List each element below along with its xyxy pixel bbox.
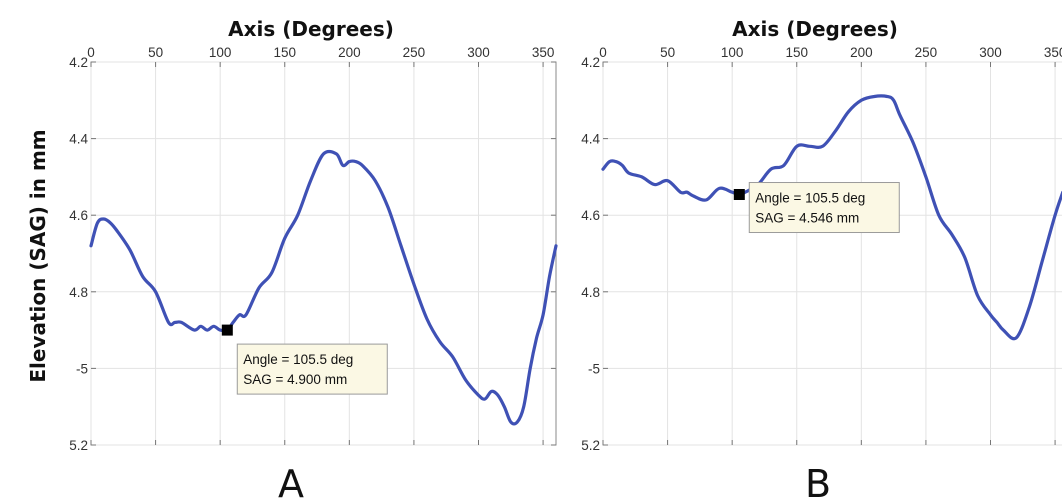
panel-b-datatip-sag: SAG = 4.546 mm <box>755 211 859 226</box>
panel-a-ticks: 0 50 100 150 200 250 300 350 4.2 4.4 4.6 4.8 -5 5.2 <box>69 45 556 453</box>
x-tick-label: 250 <box>403 45 426 60</box>
x-tick-label: 300 <box>467 45 490 60</box>
y-tick-label: 4.4 <box>69 132 88 147</box>
panel-b-series-line <box>601 94 1062 341</box>
x-tick-label: 250 <box>915 45 938 60</box>
y-tick-label: 4.2 <box>581 55 600 70</box>
panel-b-title: Axis (Degrees) <box>732 17 898 41</box>
x-tick-label: 150 <box>273 45 296 60</box>
x-tick-label: 150 <box>785 45 808 60</box>
y-tick-label: 4.8 <box>581 285 600 300</box>
panel-a-datatip-sag: SAG = 4.900 mm <box>243 372 347 387</box>
panel-b-datatip-marker[interactable] <box>733 189 745 200</box>
panel-a-datatip[interactable]: Angle = 105.5 deg SAG = 4.900 mm <box>236 343 388 395</box>
y-tick-label: -5 <box>588 361 600 376</box>
panel-a-title: Axis (Degrees) <box>228 17 394 41</box>
x-tick-label: 100 <box>721 45 744 60</box>
panel-a-letter: A <box>278 462 304 503</box>
panel-a-datatip-marker[interactable] <box>221 324 233 336</box>
y-tick-label: 4.6 <box>69 208 88 223</box>
y-tick-label: 4.8 <box>69 285 88 300</box>
panel-a-datatip-angle: Angle = 105.5 deg <box>243 352 353 367</box>
panel-b-plot-area <box>602 61 1062 446</box>
x-tick-label: 350 <box>532 45 555 60</box>
panel-b-ticks: 0 50 100 150 200 250 300 350 4.2 4.4 4.6 4.8 -5 5.2 <box>581 45 1062 453</box>
y-tick-label: 4.2 <box>69 55 88 70</box>
panel-b-datatip[interactable]: Angle = 105.5 deg SAG = 4.546 mm <box>748 182 900 234</box>
panel-a: Axis (Degrees) 0 50 100 150 200 250 300 350 4.2 4… <box>69 17 558 503</box>
x-tick-label: 50 <box>660 45 675 60</box>
y-tick-label: -5 <box>76 361 88 376</box>
panel-b-datatip-angle: Angle = 105.5 deg <box>755 191 865 206</box>
y-tick-label: 4.4 <box>581 132 600 147</box>
x-tick-label: 300 <box>979 45 1002 60</box>
panel-a-series-line <box>89 149 558 426</box>
panel-a-grid <box>90 61 556 446</box>
x-tick-label: 200 <box>338 45 361 60</box>
x-tick-label: 0 <box>87 45 95 60</box>
y-tick-label: 4.6 <box>581 208 600 223</box>
x-tick-label: 200 <box>850 45 873 60</box>
y-tick-label: 5.2 <box>581 438 600 453</box>
y-axis-label: Elevation (SAG) in mm <box>26 129 50 382</box>
panel-b: Axis (Degrees) 0 50 100 150 200 250 300 350 4.2 4… <box>581 17 1062 503</box>
panel-b-letter: B <box>805 462 831 503</box>
y-tick-label: 5.2 <box>69 438 88 453</box>
x-tick-label: 350 <box>1044 45 1062 60</box>
x-tick-label: 0 <box>599 45 607 60</box>
x-tick-label: 100 <box>209 45 232 60</box>
x-tick-label: 50 <box>148 45 163 60</box>
